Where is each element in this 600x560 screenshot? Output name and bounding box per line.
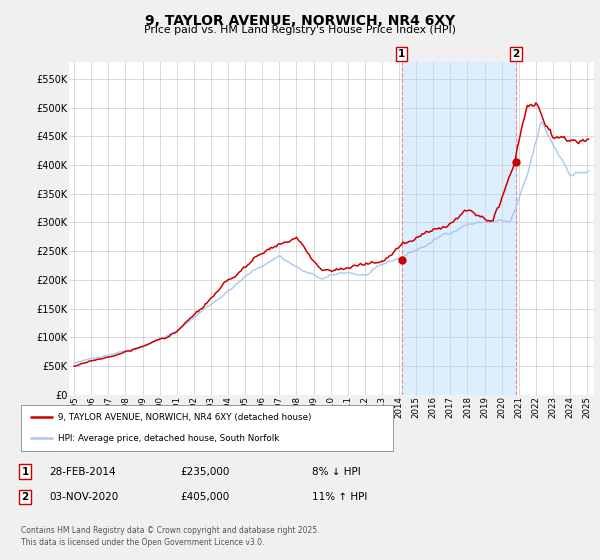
Text: 8% ↓ HPI: 8% ↓ HPI [312,466,361,477]
Text: 2: 2 [22,492,29,502]
Text: 11% ↑ HPI: 11% ↑ HPI [312,492,367,502]
Text: 2: 2 [512,49,520,59]
Text: HPI: Average price, detached house, South Norfolk: HPI: Average price, detached house, Sout… [58,434,280,443]
Text: Price paid vs. HM Land Registry's House Price Index (HPI): Price paid vs. HM Land Registry's House … [144,25,456,35]
Text: 9, TAYLOR AVENUE, NORWICH, NR4 6XY (detached house): 9, TAYLOR AVENUE, NORWICH, NR4 6XY (deta… [58,413,312,422]
Text: 28-FEB-2014: 28-FEB-2014 [49,466,116,477]
Bar [402,62,516,395]
Text: £405,000: £405,000 [180,492,229,502]
Text: 9, TAYLOR AVENUE, NORWICH, NR4 6XY: 9, TAYLOR AVENUE, NORWICH, NR4 6XY [145,14,455,28]
Text: 03-NOV-2020: 03-NOV-2020 [49,492,118,502]
Text: 1: 1 [22,466,29,477]
Text: £235,000: £235,000 [180,466,229,477]
Text: Contains HM Land Registry data © Crown copyright and database right 2025.
This d: Contains HM Land Registry data © Crown c… [21,526,320,547]
Text: 1: 1 [398,49,406,59]
